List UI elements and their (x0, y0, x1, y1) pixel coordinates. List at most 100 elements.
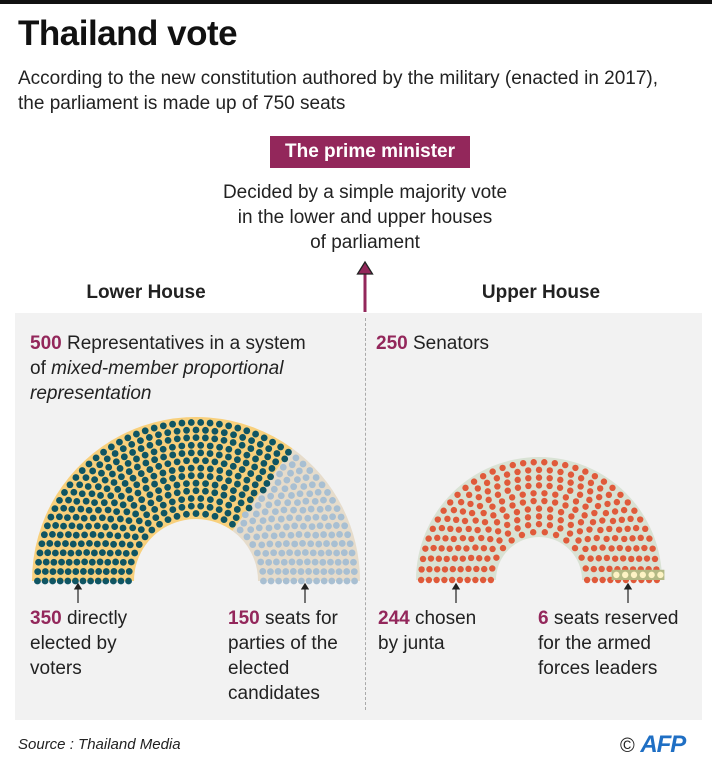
seat (484, 488, 492, 495)
seat (130, 501, 138, 509)
seat (433, 566, 441, 573)
seat (192, 510, 200, 517)
seat (123, 508, 131, 516)
seat (145, 434, 153, 441)
seat (417, 576, 425, 584)
text: chosen (409, 608, 477, 629)
seat (468, 509, 476, 517)
seat (434, 516, 442, 523)
seat (243, 427, 251, 435)
seat (641, 544, 648, 552)
seat (459, 508, 467, 515)
seat (305, 568, 312, 575)
seat (251, 463, 259, 471)
seat (259, 568, 267, 575)
seat (43, 522, 51, 530)
seat (499, 506, 506, 513)
seat (220, 436, 228, 444)
seat (272, 558, 280, 566)
seat (102, 523, 109, 531)
seat (429, 525, 436, 533)
seat (187, 495, 195, 502)
seat (280, 558, 288, 566)
seat (137, 470, 145, 477)
seat (220, 460, 228, 468)
seat (151, 456, 159, 464)
seat (633, 545, 640, 552)
seat (524, 506, 532, 513)
seat (197, 419, 205, 426)
seat (603, 535, 610, 543)
seat (280, 506, 288, 514)
seat (335, 568, 343, 576)
seat (325, 522, 332, 530)
seat (475, 493, 483, 501)
seat (344, 531, 352, 539)
seat (173, 481, 181, 489)
seat (583, 576, 591, 584)
seat (282, 577, 290, 585)
seat (474, 526, 481, 534)
seat (444, 515, 451, 523)
pointer-arrow-icon (300, 582, 310, 603)
seat (274, 499, 281, 507)
seat (233, 506, 241, 513)
seat (541, 490, 548, 497)
seat (480, 544, 488, 552)
seat (72, 577, 79, 585)
seat (206, 465, 214, 473)
seat (164, 429, 172, 437)
text: forces leaders (538, 658, 658, 679)
seat (299, 460, 307, 468)
seat (343, 577, 351, 585)
seat (312, 474, 320, 481)
seat (142, 484, 150, 492)
seat (646, 535, 653, 542)
seat (169, 451, 177, 459)
seat (183, 426, 190, 434)
seat (106, 549, 114, 557)
seat (624, 525, 631, 533)
seat (220, 491, 228, 499)
seat (283, 476, 291, 484)
seat (448, 576, 456, 584)
subtitle-line: the parliament is made up of 750 seats (18, 93, 346, 114)
seat (332, 522, 340, 529)
seat (457, 498, 465, 506)
seat (617, 491, 624, 498)
seat (68, 522, 76, 530)
seat (551, 499, 559, 506)
seat (489, 468, 496, 475)
seat (160, 453, 167, 461)
seat (220, 516, 228, 524)
text: candidates (228, 683, 320, 704)
seat (87, 568, 95, 575)
seat (493, 519, 501, 526)
seat (106, 531, 114, 539)
seat (277, 515, 285, 523)
seat (202, 426, 209, 434)
seat (318, 481, 326, 489)
seat (446, 545, 453, 552)
seat (80, 568, 87, 575)
seat (260, 577, 267, 585)
seat (72, 513, 80, 521)
seat (455, 544, 462, 552)
seat (535, 513, 543, 520)
seat (596, 485, 604, 492)
seat (595, 555, 602, 562)
seat (577, 519, 585, 526)
seat (587, 479, 595, 487)
seat (183, 457, 190, 465)
seat (253, 533, 261, 541)
seat (187, 464, 195, 472)
seat (454, 491, 461, 498)
seat (290, 506, 297, 514)
seat (285, 448, 292, 456)
seat (597, 526, 604, 534)
seat (239, 434, 247, 441)
seat (38, 540, 46, 548)
seat (73, 497, 81, 505)
seat (552, 491, 559, 498)
seat (586, 496, 593, 504)
